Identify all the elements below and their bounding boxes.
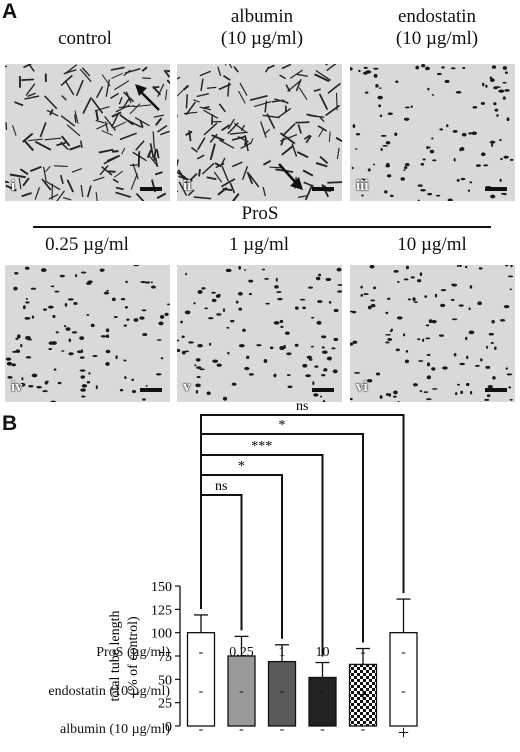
y-tick-label: 75 (158, 650, 172, 665)
label-control: control (58, 28, 112, 49)
condition-cell: - (279, 684, 285, 699)
condition-cell: + (357, 684, 369, 706)
condition-cell: - (198, 722, 204, 737)
condition-cell: - (198, 684, 204, 699)
micrograph-pros-1: v (177, 265, 342, 402)
condition-cell: - (320, 684, 325, 699)
arrow-icon (133, 82, 163, 112)
y-tick-label: 25 (158, 697, 172, 712)
image-tag: vi (356, 379, 368, 395)
panel-b-letter: B (2, 412, 18, 435)
condition-cell: + (397, 722, 410, 744)
micrograph-control: i (5, 64, 170, 201)
y-axis-label: total tube length (108, 611, 123, 702)
bar-0 (186, 632, 216, 727)
condition-cell: - (360, 722, 366, 737)
pros-label: ProS (241, 203, 279, 224)
condition-cell: - (198, 645, 204, 660)
y-tick-label: 150 (151, 580, 172, 595)
condition-row-label: ProS (µg/ml) (96, 645, 170, 660)
arrow-icon (275, 162, 305, 192)
significance-label: * (279, 418, 286, 433)
bar-3 (308, 676, 337, 727)
image-tag: i (11, 178, 16, 194)
significance-label: *** (251, 439, 272, 454)
condition-cell: - (401, 645, 406, 660)
condition-cell: 0.25 (229, 645, 254, 660)
significance-bracket (200, 414, 405, 609)
micrograph-endostatin: iii (350, 64, 515, 201)
y-tick-label: 100 (151, 627, 172, 642)
condition-cell: - (239, 722, 244, 737)
scale-bar (140, 388, 162, 392)
condition-cell: - (239, 684, 244, 699)
conc-label-1: 1 µg/ml (228, 234, 290, 255)
condition-cell: - (401, 684, 406, 699)
bar-5 (389, 632, 418, 727)
bar-chart: 0 25 50 75 100 125 150 total tube length (% of c… (108, 400, 418, 735)
y-tick-label: 50 (158, 673, 172, 688)
significance-label: ns (215, 479, 227, 494)
conc-label-0: 0.25 µg/ml (45, 234, 129, 255)
micrograph-albumin: ii (177, 64, 342, 201)
y-tick-label: 0 (165, 720, 172, 735)
significance-bracket (200, 494, 243, 631)
y-tick-label: 125 (151, 603, 172, 618)
condition-row-label: albumin (10 µg/ml) (60, 722, 170, 737)
image-tag: v (183, 379, 191, 395)
significance-label: * (238, 459, 245, 474)
scale-bar (312, 388, 334, 392)
conc-label-2: 10 µg/ml (397, 234, 467, 255)
panel-a-letter: A (2, 0, 18, 23)
label-endostatin: endostatin (10 µg/ml) (395, 6, 479, 49)
scale-bar (140, 187, 162, 191)
image-tag: ii (183, 178, 192, 194)
micrograph-pros-0.25: iv (5, 265, 170, 402)
scale-bar (485, 388, 507, 392)
label-albumin: albumin (10 µg/ml) (220, 6, 304, 49)
bar-4 (348, 663, 378, 727)
condition-row-label: endostatin (10 µg/ml) (48, 684, 170, 699)
significance-label: ns (296, 400, 308, 414)
condition-cell: - (320, 722, 325, 737)
scale-bar (312, 187, 334, 191)
condition-cell: 1 (278, 645, 286, 660)
scale-bar (485, 187, 507, 191)
pros-divider (33, 226, 491, 228)
micrograph-pros-10: vi (350, 265, 515, 402)
y-axis-label: (% of control) (126, 616, 141, 696)
condition-cell: - (279, 722, 285, 737)
image-tag: iii (356, 178, 369, 194)
condition-cell: 10 (315, 645, 330, 660)
condition-cell: - (360, 645, 366, 660)
bar-1 (227, 655, 256, 727)
image-tag: iv (11, 379, 23, 395)
